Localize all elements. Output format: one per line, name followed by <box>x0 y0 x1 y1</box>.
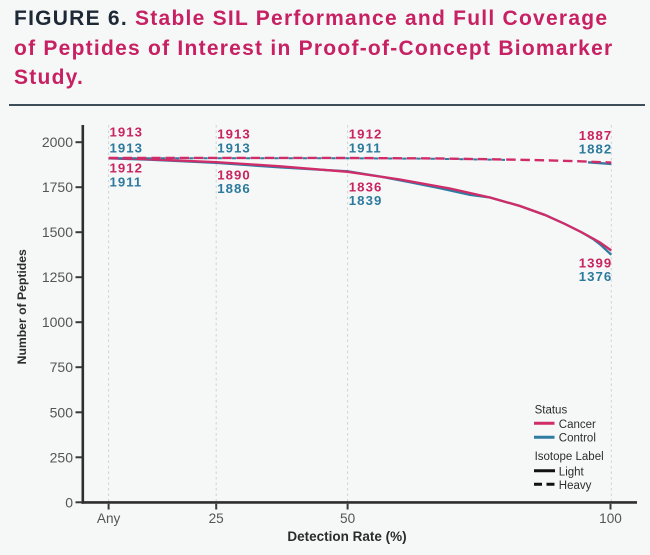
svg-text:1839: 1839 <box>349 193 383 208</box>
svg-text:1836: 1836 <box>349 179 383 194</box>
svg-text:1912: 1912 <box>349 127 383 142</box>
svg-text:Any: Any <box>97 511 121 526</box>
svg-text:1000: 1000 <box>42 314 73 330</box>
svg-text:250: 250 <box>50 449 74 465</box>
svg-text:Status: Status <box>535 404 568 416</box>
svg-text:1887: 1887 <box>579 128 613 143</box>
svg-text:1911: 1911 <box>110 174 143 189</box>
svg-text:Detection Rate (%): Detection Rate (%) <box>287 529 406 544</box>
svg-text:1250: 1250 <box>42 269 73 285</box>
svg-text:Light: Light <box>559 466 585 478</box>
svg-text:1911: 1911 <box>349 141 382 156</box>
svg-text:Cancer: Cancer <box>559 419 596 431</box>
svg-text:500: 500 <box>50 404 74 420</box>
svg-text:1399: 1399 <box>579 256 613 271</box>
svg-text:1913: 1913 <box>110 124 144 139</box>
svg-text:Heavy: Heavy <box>559 480 592 492</box>
svg-text:2000: 2000 <box>42 134 73 150</box>
svg-text:100: 100 <box>599 511 622 526</box>
svg-text:Number of Peptides: Number of Peptides <box>15 249 29 364</box>
svg-text:1912: 1912 <box>110 161 144 176</box>
svg-text:Isotope Label: Isotope Label <box>535 451 604 463</box>
svg-text:1913: 1913 <box>110 141 144 156</box>
svg-text:50: 50 <box>340 511 356 526</box>
svg-text:1890: 1890 <box>217 168 251 183</box>
svg-text:0: 0 <box>65 494 73 510</box>
svg-text:750: 750 <box>50 359 74 375</box>
svg-text:Control: Control <box>559 433 596 445</box>
svg-text:25: 25 <box>209 511 224 526</box>
svg-text:1882: 1882 <box>579 142 613 157</box>
svg-text:1500: 1500 <box>42 224 73 240</box>
svg-text:1376: 1376 <box>579 269 613 284</box>
svg-text:1750: 1750 <box>42 179 73 195</box>
svg-text:1913: 1913 <box>217 141 251 156</box>
svg-text:1913: 1913 <box>217 127 251 142</box>
svg-text:1886: 1886 <box>217 181 251 196</box>
